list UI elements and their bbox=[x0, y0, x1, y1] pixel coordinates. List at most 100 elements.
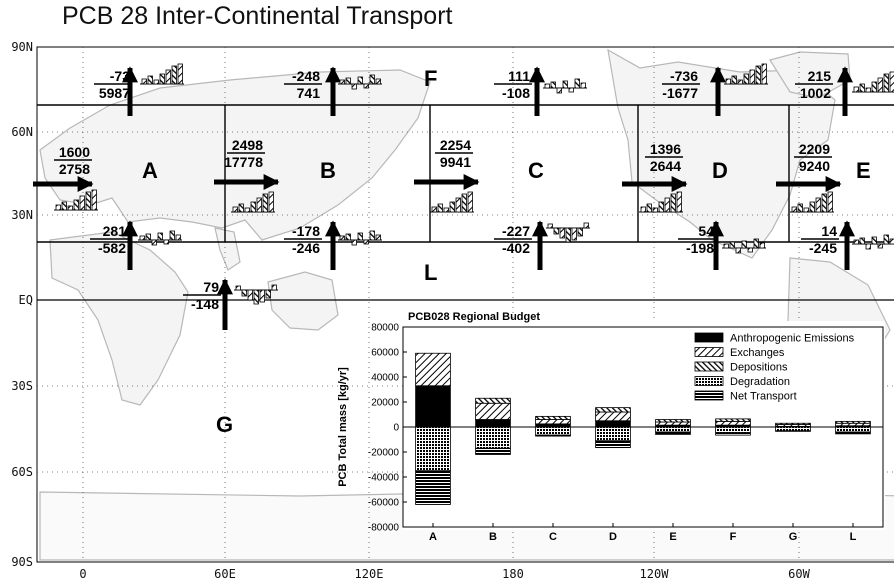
mini-bar bbox=[559, 227, 565, 239]
flux-top-value: 111 bbox=[508, 68, 530, 84]
mini-bar bbox=[363, 83, 369, 89]
mini-bar bbox=[889, 238, 894, 245]
mini-bar bbox=[877, 77, 883, 93]
mini-bar bbox=[455, 197, 461, 213]
mini-bar bbox=[583, 222, 589, 229]
mini-bar bbox=[73, 199, 79, 211]
mini-histogram bbox=[54, 189, 98, 211]
flux-top-value: 2254 bbox=[440, 137, 471, 153]
bar-d-exchanges bbox=[595, 411, 631, 422]
bar-l-depositions bbox=[835, 420, 871, 424]
mini-bar bbox=[268, 191, 274, 213]
flux-bottom-value: -402 bbox=[502, 240, 530, 256]
flux-bottom-value: 2758 bbox=[59, 161, 90, 177]
mini-bar bbox=[244, 207, 250, 213]
mini-bar bbox=[67, 205, 73, 211]
lat-label-90s: 90S bbox=[11, 555, 33, 569]
bar-c-degradation bbox=[535, 426, 571, 436]
flux-bottom-value: -198 bbox=[686, 240, 714, 256]
mini-bar bbox=[755, 65, 761, 85]
bar-f-degradation bbox=[715, 426, 751, 434]
flux-bottom-value: 17778 bbox=[224, 154, 263, 170]
flux-top-value: 281 bbox=[103, 223, 127, 239]
bar-c-depositions bbox=[535, 415, 571, 420]
mini-bar bbox=[664, 197, 670, 213]
legend-swatch-exchanges bbox=[694, 347, 724, 357]
category-label-b: B bbox=[489, 531, 497, 543]
mini-bar bbox=[247, 289, 253, 301]
category-label-d: D bbox=[609, 531, 617, 543]
mini-histograms bbox=[54, 63, 894, 305]
mini-bar bbox=[351, 83, 357, 90]
bar-e-net-transport bbox=[655, 431, 691, 435]
bar-b-anthropogenic-emissions bbox=[475, 419, 511, 428]
mini-bar bbox=[262, 193, 268, 213]
lat-label-60n: 60N bbox=[11, 125, 33, 139]
mini-bar bbox=[723, 243, 729, 249]
bar-b-exchanges bbox=[475, 402, 511, 420]
bar-l-degradation bbox=[835, 426, 871, 433]
mini-bar bbox=[351, 239, 357, 246]
bar-e-degradation bbox=[655, 426, 691, 433]
mini-bar bbox=[175, 234, 181, 241]
mini-bar bbox=[431, 206, 437, 213]
lat-label-30s: 30S bbox=[11, 379, 33, 393]
mini-bar bbox=[363, 239, 369, 245]
mini-bar bbox=[791, 206, 797, 213]
mini-bar bbox=[547, 223, 553, 229]
mini-bar bbox=[147, 75, 153, 85]
bar-a-degradation bbox=[415, 426, 451, 472]
mini-bar bbox=[809, 201, 815, 213]
bar-f-exchanges bbox=[715, 420, 751, 426]
mini-bar bbox=[652, 207, 658, 213]
bar-d-net-transport bbox=[595, 440, 631, 449]
mini-bar bbox=[437, 203, 443, 213]
bar-b-depositions bbox=[475, 397, 511, 404]
lon-label-180: 180 bbox=[502, 567, 524, 581]
flux-bottom-value: 9240 bbox=[799, 158, 830, 174]
mini-bar bbox=[145, 233, 151, 241]
mini-bar bbox=[163, 239, 169, 245]
lon-label-0: 0 bbox=[79, 567, 86, 581]
mini-histogram bbox=[790, 191, 834, 213]
mini-bar bbox=[571, 227, 577, 241]
mini-bar bbox=[871, 236, 877, 245]
bar-a-net-transport bbox=[415, 470, 451, 505]
mini-bar bbox=[562, 80, 568, 89]
mini-bar bbox=[165, 69, 171, 85]
flux-label-c-south: -227-402 bbox=[494, 223, 532, 256]
mini-bar bbox=[550, 81, 556, 89]
mini-bar bbox=[177, 63, 183, 85]
mini-bar bbox=[761, 63, 767, 85]
region-label-b: B bbox=[320, 158, 336, 183]
inset-y-axis-label: PCB Total mass [kg/yr] bbox=[337, 367, 349, 487]
bar-d-depositions bbox=[595, 407, 631, 413]
mini-bar bbox=[670, 193, 676, 213]
mini-bar bbox=[271, 284, 277, 291]
mini-bar bbox=[747, 247, 753, 253]
mini-bar bbox=[544, 83, 550, 89]
mini-histogram bbox=[231, 191, 275, 213]
mini-bar bbox=[889, 71, 894, 93]
mini-histogram bbox=[852, 234, 894, 250]
mini-bar bbox=[369, 230, 375, 241]
flux-bottom-value: 9941 bbox=[440, 154, 471, 170]
y-tick-label: 0 bbox=[393, 423, 399, 434]
mini-bar bbox=[759, 242, 765, 249]
mini-bar bbox=[574, 78, 580, 89]
y-tick-label: -20000 bbox=[368, 448, 400, 459]
flux-top-value: -227 bbox=[502, 223, 530, 239]
region-label-d: D bbox=[712, 158, 728, 183]
mini-bar bbox=[737, 79, 743, 85]
mini-bar bbox=[729, 241, 735, 249]
mini-bar bbox=[357, 76, 363, 85]
flux-top-value: 2209 bbox=[799, 141, 830, 157]
page-title: PCB 28 Inter-Continental Transport bbox=[62, 2, 453, 30]
lon-label-60w: 60W bbox=[788, 567, 810, 581]
mini-bar bbox=[369, 74, 375, 85]
flux-bottom-value: 2644 bbox=[650, 158, 681, 174]
